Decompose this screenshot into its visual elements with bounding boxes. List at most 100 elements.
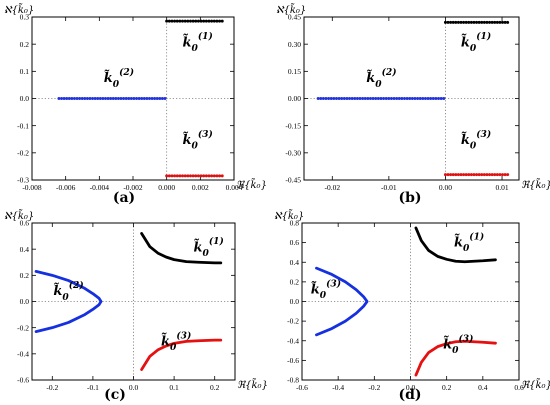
data-point xyxy=(183,19,187,23)
x-tick-label: -0.008 xyxy=(22,183,42,192)
x-axis-label: ℜ{k̃₀} xyxy=(521,378,550,391)
y-tick-label: -0.15 xyxy=(285,121,301,130)
data-point xyxy=(116,97,120,100)
data-point xyxy=(500,173,504,177)
data-point xyxy=(191,19,195,23)
data-point xyxy=(153,97,157,100)
data-point xyxy=(493,173,497,177)
data-point xyxy=(408,97,412,100)
data-point xyxy=(196,174,200,178)
data-point xyxy=(426,97,430,100)
data-point xyxy=(423,97,427,100)
data-point xyxy=(454,20,458,24)
data-point xyxy=(210,19,214,23)
chart-panel-c: -0.2 -0.1 0.0 0.1 0.2 -0.6 -0.4 -0.2 0.0 0.2 0.4 0.… xyxy=(4,209,268,403)
data-point xyxy=(389,97,393,100)
y-axis-label: ℵ{k̃₀} xyxy=(276,3,306,16)
data-point xyxy=(493,20,497,24)
series-3: k̃0(3) xyxy=(140,330,223,371)
x-tick-label: -0.01 xyxy=(381,183,397,192)
data-point xyxy=(437,97,441,100)
y-tick-label: 0.6 xyxy=(20,219,30,228)
data-point xyxy=(83,97,87,100)
x-tick-label: 0.000 xyxy=(158,183,175,192)
data-point xyxy=(204,19,208,23)
y-tick-label: -0.4 xyxy=(287,336,299,345)
data-point xyxy=(170,174,174,178)
data-point xyxy=(181,174,185,178)
x-tick-label: 0.0 xyxy=(129,383,139,392)
data-point xyxy=(443,173,447,177)
y-tick-label: 0.2 xyxy=(20,271,30,280)
data-point xyxy=(165,174,169,178)
x-tick-label: 0.2 xyxy=(442,383,452,392)
chart-panel-b: -0.02 -0.01 0.00 0.01 -0.45 -0.30 -0.15 0.00 0.1… xyxy=(276,3,550,206)
data-point xyxy=(469,173,473,177)
x-tick-label: -0.004 xyxy=(90,183,110,192)
curve-label: k̃0(1) xyxy=(454,231,484,254)
data-point xyxy=(204,174,208,178)
data-point xyxy=(469,20,473,24)
x-tick-label: 0.6 xyxy=(514,383,524,392)
x-tick-label: -0.2 xyxy=(46,383,58,392)
data-point xyxy=(449,173,453,177)
data-point xyxy=(374,97,378,100)
data-point xyxy=(348,97,352,100)
data-point xyxy=(498,173,502,177)
y-tick-label: 0.45 xyxy=(288,13,301,22)
y-tick-label: -0.6 xyxy=(287,356,299,365)
data-point xyxy=(181,19,185,23)
series-line xyxy=(414,226,497,264)
data-point xyxy=(80,97,84,100)
data-point xyxy=(449,20,453,24)
y-tick-label: 0.30 xyxy=(288,40,301,49)
series-line xyxy=(315,266,369,337)
data-point xyxy=(379,97,383,100)
data-point xyxy=(106,97,110,100)
data-point xyxy=(361,97,365,100)
data-point xyxy=(178,174,182,178)
series-1: k̃0(1) xyxy=(140,232,224,265)
data-point xyxy=(459,173,463,177)
y-tick-label: -0.30 xyxy=(285,148,301,157)
data-point xyxy=(482,20,486,24)
data-point xyxy=(456,20,460,24)
data-point xyxy=(207,19,211,23)
data-point xyxy=(387,97,391,100)
curve-label: k̃0(1) xyxy=(193,236,223,259)
series-3: k̃0(3) xyxy=(414,333,497,377)
data-point xyxy=(340,97,344,100)
data-point xyxy=(220,174,224,178)
x-tick-label: 0.002 xyxy=(192,183,209,192)
data-point xyxy=(167,19,171,23)
data-point xyxy=(178,19,182,23)
data-point xyxy=(431,97,435,100)
data-point xyxy=(188,19,192,23)
y-tick-label: 0.00 xyxy=(288,94,301,103)
data-point xyxy=(490,20,494,24)
series-line xyxy=(414,339,497,377)
series-3: k̃0(3) xyxy=(443,129,510,177)
data-point xyxy=(188,174,192,178)
data-point xyxy=(150,97,154,100)
y-tick-label: 0.2 xyxy=(20,40,30,49)
data-point xyxy=(199,174,203,178)
data-point xyxy=(114,97,118,100)
panel-label: (a) xyxy=(113,190,135,206)
x-tick-label: 0.01 xyxy=(495,183,508,192)
data-point xyxy=(111,97,115,100)
data-point xyxy=(207,174,211,178)
data-point xyxy=(135,97,139,100)
curve-label: k̃0(1) xyxy=(461,31,491,54)
data-point xyxy=(88,97,92,100)
data-point xyxy=(321,97,325,100)
x-tick-label: -0.02 xyxy=(324,183,340,192)
data-point xyxy=(215,174,219,178)
data-point xyxy=(167,174,171,178)
data-point xyxy=(142,97,146,100)
series-1: k̃0(1) xyxy=(165,19,224,54)
data-point xyxy=(416,97,420,100)
data-point xyxy=(462,173,466,177)
curve-label: k̃0(3) xyxy=(443,333,473,356)
